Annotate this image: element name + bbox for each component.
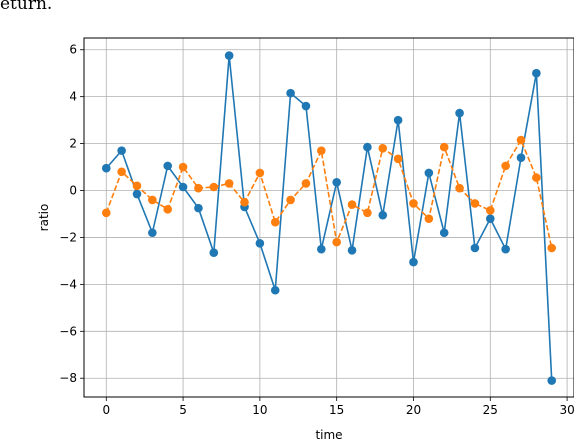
series-0-point (301, 101, 311, 111)
series-0-point (455, 108, 464, 118)
series-1-point (501, 161, 510, 171)
y-tick-label: 0 (69, 184, 77, 198)
series-0-point (363, 142, 372, 152)
series-1-point (363, 208, 372, 218)
y-tick-label: −6 (59, 324, 77, 338)
series-1-point (209, 182, 219, 192)
series-1-point (301, 179, 311, 188)
series-1-point (240, 197, 249, 207)
y-tick-label: −2 (59, 230, 77, 244)
series-1-point (194, 183, 203, 193)
series-1-point (516, 135, 526, 145)
axis-ticks: 0 5 10 15 20 25 30 −8 −6 −4 −2 0 2 4 6 (59, 43, 574, 417)
series-1-point (101, 208, 111, 218)
series-0-point (439, 228, 449, 238)
y-tick-label: 4 (69, 90, 77, 104)
series-1-point (178, 162, 188, 172)
x-tick-label: 5 (179, 403, 187, 417)
plot-frame (83, 37, 574, 398)
series-1-point (347, 200, 357, 209)
series-0-point (101, 163, 111, 173)
series-0-point (393, 115, 403, 125)
series-0-point (178, 182, 188, 192)
series-0-point (332, 178, 341, 187)
series-1-point (317, 146, 326, 155)
series-1-point (424, 214, 434, 223)
series-0-point (209, 248, 219, 257)
series-1-point (547, 243, 557, 253)
series-1-point (470, 199, 480, 208)
series-0-point (378, 210, 388, 220)
y-tick-label: −4 (59, 277, 77, 291)
series-0-point (286, 88, 295, 98)
series-1-point (148, 195, 157, 205)
series-0-point (470, 243, 480, 253)
series-1-point (409, 199, 418, 208)
series-0-point (532, 68, 541, 78)
series-0-point (347, 246, 357, 255)
x-axis-label: time (315, 428, 342, 442)
series-0-point (148, 228, 157, 238)
series-0-point (501, 244, 510, 254)
series-1-point (332, 237, 341, 247)
series-1-point (163, 204, 173, 214)
series-1-point (532, 173, 541, 182)
x-tick-label: 0 (102, 403, 110, 417)
series-0-point (117, 146, 126, 155)
series-1-point (378, 143, 388, 153)
series-0-point (270, 285, 280, 295)
y-tick-label: −8 (59, 371, 77, 385)
series-0-point (255, 239, 265, 248)
y-tick-label: 6 (69, 43, 77, 57)
series-0-point (409, 257, 418, 267)
series-1-point (485, 206, 495, 215)
series-1-point (117, 167, 126, 177)
series-0-point (516, 153, 526, 162)
series-0-point (485, 214, 495, 223)
series-0-point (317, 244, 326, 254)
y-tick-label: 2 (69, 137, 77, 151)
series-1-point (224, 179, 234, 188)
series-0-point (424, 168, 434, 178)
series-0-point (163, 161, 173, 171)
x-tick-label: 15 (329, 403, 344, 417)
series-1-point (439, 142, 449, 152)
x-tick-label: 20 (406, 403, 421, 417)
series-1 (101, 135, 557, 253)
series-1-point (270, 217, 280, 227)
y-axis-label: ratio (37, 204, 51, 232)
series-0-point (224, 51, 234, 60)
x-tick-label: 10 (252, 403, 267, 417)
series-1-point (393, 154, 403, 164)
series-1-point (132, 181, 142, 191)
series-0 (101, 51, 557, 385)
series-0-point (547, 376, 557, 385)
series-0-point (194, 203, 203, 213)
x-tick-label: 30 (559, 403, 574, 417)
x-tick-label: 25 (483, 403, 498, 417)
series-0-point (132, 189, 142, 199)
series-1-point (255, 168, 265, 178)
series-1-point (286, 195, 295, 205)
series-1-point (455, 183, 464, 193)
page-text-fragment: eturn. (0, 0, 53, 14)
series-layer (101, 51, 557, 385)
series-0-line (105, 55, 553, 381)
